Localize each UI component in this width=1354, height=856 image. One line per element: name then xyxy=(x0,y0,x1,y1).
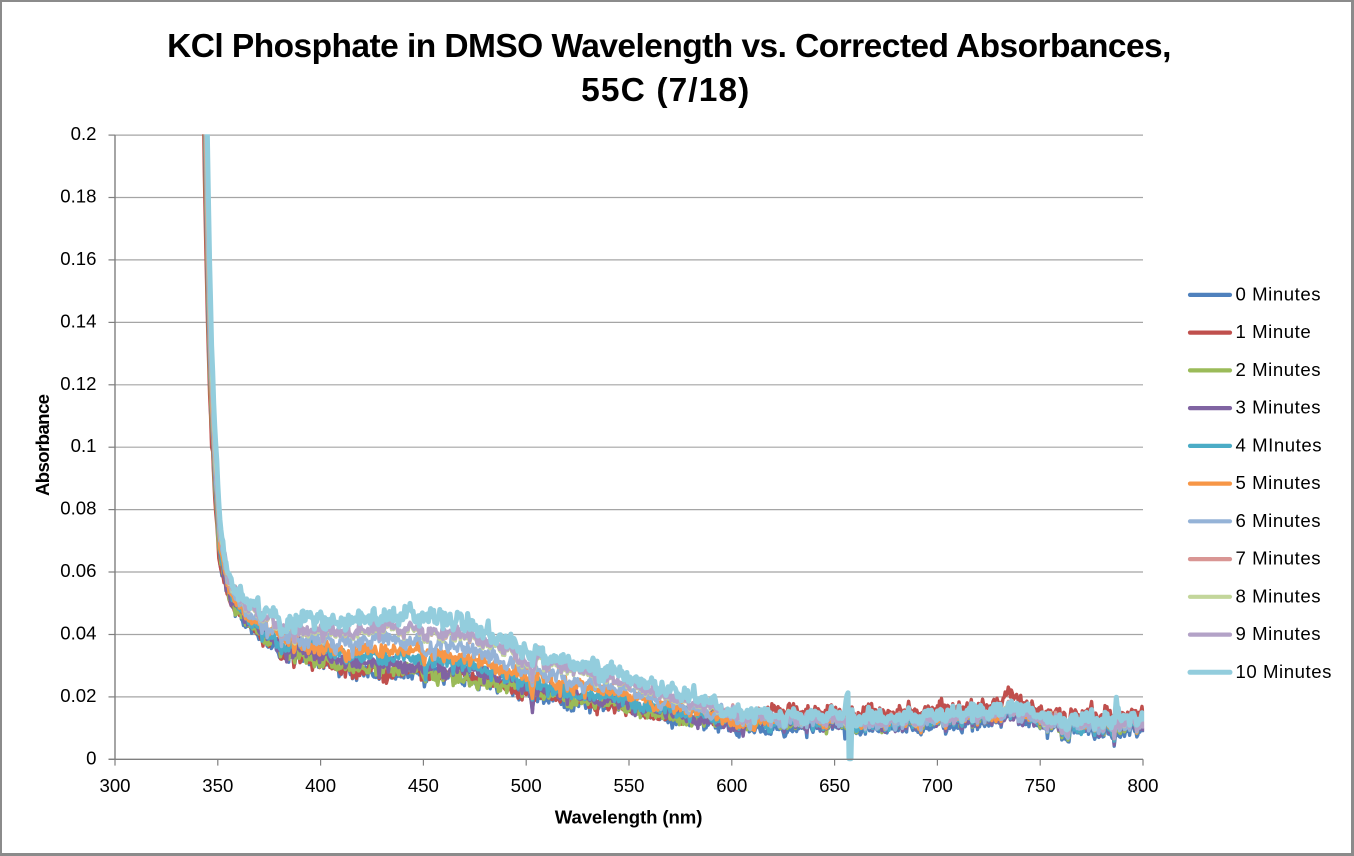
svg-text:55C (7/18): 55C (7/18) xyxy=(581,72,750,109)
svg-text:8 Minutes: 8 Minutes xyxy=(1236,585,1322,606)
svg-text:Absorbance: Absorbance xyxy=(32,394,53,496)
svg-text:Wavelength (nm): Wavelength (nm) xyxy=(555,807,703,828)
svg-text:0.2: 0.2 xyxy=(71,123,97,144)
svg-text:450: 450 xyxy=(408,775,439,796)
svg-text:6 Minutes: 6 Minutes xyxy=(1236,510,1322,531)
svg-text:10 Minutes: 10 Minutes xyxy=(1236,661,1332,682)
svg-text:0.06: 0.06 xyxy=(60,560,96,581)
svg-text:550: 550 xyxy=(613,775,644,796)
svg-text:1 Minute: 1 Minute xyxy=(1236,321,1312,342)
svg-text:800: 800 xyxy=(1127,775,1158,796)
svg-text:0.12: 0.12 xyxy=(60,373,96,394)
svg-text:0.1: 0.1 xyxy=(71,435,97,456)
svg-text:300: 300 xyxy=(99,775,130,796)
svg-text:KCl Phosphate in DMSO Waveleng: KCl Phosphate in DMSO Wavelength vs. Cor… xyxy=(167,28,1171,65)
svg-text:700: 700 xyxy=(922,775,953,796)
svg-text:5 Minutes: 5 Minutes xyxy=(1236,472,1322,493)
svg-text:350: 350 xyxy=(202,775,233,796)
svg-text:3 Minutes: 3 Minutes xyxy=(1236,397,1322,418)
svg-text:0.08: 0.08 xyxy=(60,498,96,519)
svg-text:0.14: 0.14 xyxy=(60,310,96,331)
svg-text:7 Minutes: 7 Minutes xyxy=(1236,548,1322,569)
svg-text:2 Minutes: 2 Minutes xyxy=(1236,359,1322,380)
svg-text:4 MInutes: 4 MInutes xyxy=(1236,434,1323,455)
svg-text:500: 500 xyxy=(511,775,542,796)
svg-text:0: 0 xyxy=(86,747,96,768)
svg-text:750: 750 xyxy=(1025,775,1056,796)
svg-text:600: 600 xyxy=(716,775,747,796)
svg-text:650: 650 xyxy=(819,775,850,796)
svg-text:0.04: 0.04 xyxy=(60,623,96,644)
svg-text:0.02: 0.02 xyxy=(60,685,96,706)
svg-text:0 Minutes: 0 Minutes xyxy=(1236,283,1322,304)
svg-text:0.16: 0.16 xyxy=(60,248,96,269)
svg-text:9 Minutes: 9 Minutes xyxy=(1236,623,1322,644)
svg-text:400: 400 xyxy=(305,775,336,796)
svg-text:0.18: 0.18 xyxy=(60,186,96,207)
